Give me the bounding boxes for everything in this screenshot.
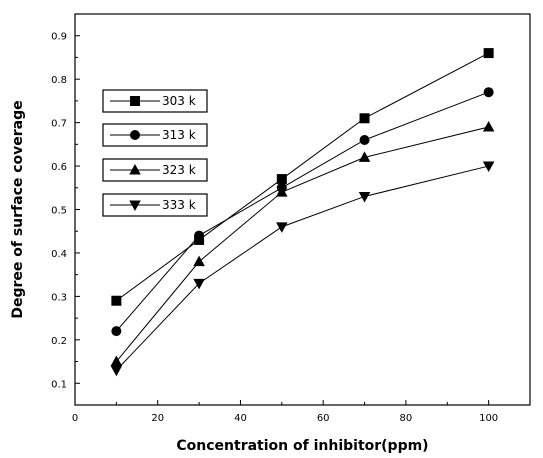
data-point [193,278,205,290]
series-layer [110,48,495,377]
y-tick-label: 0.8 [51,75,67,86]
y-axis: 0.1 0.2 0.3 0.4 0.5 0.6 0.7 0.8 0.9 [51,32,80,390]
legend-item: 333 k [102,193,208,217]
y-tick-label: 0.4 [51,249,67,260]
x-tick-label: 40 [234,413,247,424]
y-tick-label: 0.5 [51,206,67,217]
legend-label: 333 k [162,198,196,212]
y-tick-label: 0.9 [51,32,67,43]
data-point [358,191,371,203]
x-tick-label: 20 [151,413,164,424]
y-tick-label: 0.1 [51,379,67,390]
data-point [111,326,122,337]
data-point [359,134,370,145]
legend-label: 313 k [162,128,196,142]
data-point [483,48,494,59]
x-tick-label: 80 [400,413,413,424]
y-tick-label: 0.6 [51,162,67,173]
data-point [193,255,205,267]
x-tick-label: 60 [317,413,330,424]
y-tick-label: 0.2 [51,336,67,347]
y-tick-label: 0.3 [51,292,67,303]
legend-marker [129,164,141,175]
data-point [482,161,495,173]
data-point [276,222,288,233]
data-point [482,120,495,132]
y-axis-title: Degree of surface coverage [10,100,26,318]
x-axis-title: Concentration of inhibitor(ppm) [176,438,428,454]
data-point [276,186,288,197]
legend-label: 303 k [162,94,196,108]
legend-item: 303 k [102,89,208,113]
data-point [359,113,370,124]
series-323k [110,120,495,367]
data-point [110,355,123,367]
data-point [483,87,494,98]
data-point [111,295,122,306]
legend: 303 k 313 k 323 k 333 k [102,89,208,217]
series-333k [110,161,495,377]
legend-label: 323 k [162,163,196,177]
data-point [358,151,371,162]
data-point [276,174,287,185]
legend-marker [129,200,141,211]
legend-marker [130,96,140,106]
legend-marker [130,130,140,140]
y-tick-label: 0.7 [51,119,67,130]
legend-item: 323 k [102,158,208,182]
legend-item: 313 k [102,123,208,147]
data-point [194,230,205,241]
data-point [110,365,123,377]
x-tick-label: 0 [72,413,78,424]
x-axis: 0 20 40 60 80 100 [72,400,498,424]
x-tick-label: 100 [479,413,498,424]
